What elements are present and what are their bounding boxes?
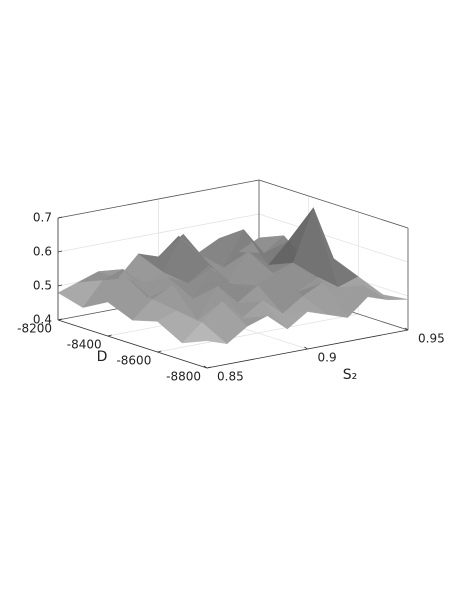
x-axis-label: D — [97, 349, 108, 365]
x-tick-label: -8200 — [17, 322, 52, 336]
y-tick — [203, 365, 208, 369]
x-tick — [107, 334, 112, 337]
z-tick-label: 0.5 — [33, 279, 52, 293]
y-tick-label: 0.85 — [217, 370, 244, 384]
z-tick-label: 0.4 — [33, 313, 52, 327]
axis-line — [57, 319, 208, 369]
surface-patch — [362, 284, 409, 301]
x-tick-label: -8400 — [67, 338, 102, 352]
x-tick — [206, 366, 212, 369]
x-tick-label: -8800 — [166, 370, 201, 384]
y-tick-label: 0.9 — [318, 351, 337, 365]
box-edge — [57, 179, 260, 219]
y-tick-label: 0.95 — [418, 332, 445, 346]
x-tick-label: -8600 — [116, 354, 151, 368]
z-tick — [57, 216, 63, 219]
z-tick — [57, 284, 63, 287]
x-tick — [57, 318, 63, 321]
y-tick — [404, 327, 409, 331]
y-tick — [304, 346, 308, 350]
box-edge — [258, 179, 409, 229]
z-tick-label: 0.6 — [33, 245, 52, 259]
z-tick-label: 0.7 — [33, 211, 52, 225]
y-axis-label: S₂ — [343, 367, 358, 383]
z-grid-line — [258, 213, 409, 263]
x-tick — [157, 350, 162, 353]
z-tick — [57, 250, 63, 253]
